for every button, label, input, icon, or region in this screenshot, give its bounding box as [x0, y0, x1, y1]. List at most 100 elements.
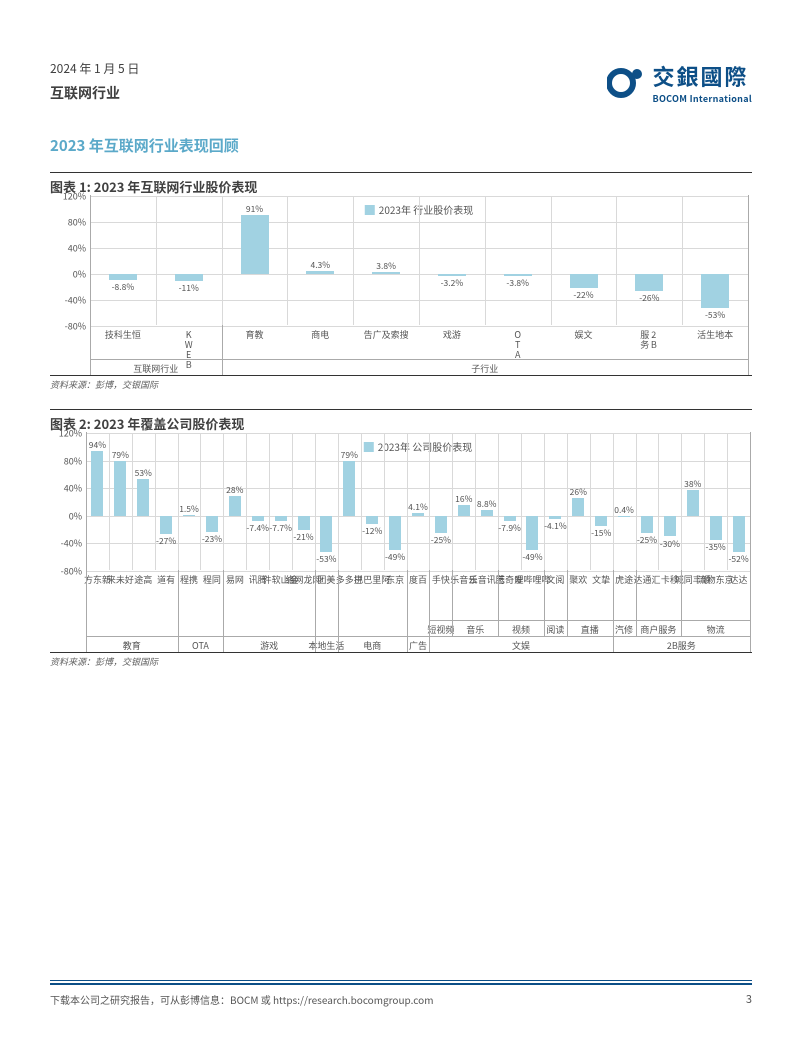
bar-value-label: -7.4%	[246, 522, 269, 534]
subgroup-label: 物流	[707, 623, 725, 636]
category-label: 本地生活	[697, 330, 733, 340]
page-header: 2024 年 1 月 5 日 互联网行业 交銀國際 BOCOM Internat…	[50, 60, 752, 105]
subgroup-label: 阅读	[546, 623, 564, 636]
bocom-icon	[607, 63, 647, 103]
page-number: 3	[746, 991, 752, 1007]
category-label: 恒生科技	[105, 330, 141, 340]
category-label: 网易	[226, 575, 244, 585]
brand-text: 交銀國際 BOCOM International	[653, 60, 752, 105]
bar-value-label: -49%	[385, 551, 405, 563]
bar	[412, 513, 424, 516]
chart1-source: 资料来源：彭博，交银国际	[50, 378, 752, 391]
bar	[229, 496, 241, 515]
category-label: 美团	[317, 575, 335, 585]
industry-label: 互联网行业	[50, 83, 139, 103]
bar	[206, 516, 218, 532]
bar	[710, 516, 722, 540]
group-label: 2B服务	[667, 639, 696, 652]
bar-value-label: 1.5%	[179, 503, 199, 515]
category-label: 教育	[246, 330, 264, 340]
bar	[635, 274, 663, 291]
bar-value-label: -3.2%	[441, 277, 464, 289]
subgroup-label: 音乐	[466, 623, 484, 636]
subgroup-label: 汽修	[615, 623, 633, 636]
group-label: 电商	[363, 639, 381, 652]
category-label: 快手	[432, 575, 450, 585]
bar-value-label: -30%	[660, 538, 680, 550]
bar-value-label: -27%	[156, 535, 176, 547]
bar	[595, 516, 607, 526]
category-label: 文娱	[575, 330, 593, 340]
bar-value-label: 16%	[455, 493, 472, 505]
bar-value-label: 53%	[135, 467, 152, 479]
category-label: 挚文	[592, 575, 610, 585]
logo-cn: 交銀國際	[653, 60, 752, 92]
category-label: 欢聚	[569, 575, 587, 585]
bar-value-label: 79%	[341, 449, 358, 461]
chart1-plot: 2023年 行业股价表现 -80%-40%0%40%80%120%-8.8%恒生…	[90, 196, 748, 325]
bar-value-label: -3.8%	[506, 277, 529, 289]
bar-value-label: 8.8%	[477, 498, 497, 510]
bar-value-label: -7.7%	[269, 522, 292, 534]
group-label: 互联网行业	[133, 362, 178, 375]
y-axis-tick: -40%	[65, 294, 90, 307]
category-label: 好未来	[107, 575, 134, 585]
category-label: 京东	[386, 575, 404, 585]
category-label: 游戏	[443, 330, 461, 340]
bar	[504, 516, 516, 521]
category-label: 2B服务	[640, 330, 658, 350]
bar	[343, 461, 355, 516]
subgroup-label: 短视频	[427, 623, 454, 636]
chart1-container: 2023年 行业股价表现 -80%-40%0%40%80%120%-8.8%恒生…	[50, 196, 752, 376]
subgroup-label: 视频	[512, 623, 530, 636]
bar-value-label: -53%	[705, 309, 725, 321]
group-label: 文娱	[512, 639, 530, 652]
category-label: 途虎	[615, 575, 633, 585]
bar	[137, 479, 149, 516]
bar	[109, 274, 137, 280]
y-axis-tick: 40%	[64, 482, 86, 495]
bar-value-label: 4.1%	[408, 501, 428, 513]
bar-value-label: 79%	[112, 449, 129, 461]
category-label: 同程	[203, 575, 221, 585]
legend-label: 2023年 公司股价表现	[378, 439, 472, 454]
bar-value-label: -53%	[316, 553, 336, 565]
chart2-subgroup-row: 短视频音乐视频阅读直播汽修商户服务物流	[86, 620, 750, 636]
category-label: 百度	[409, 575, 427, 585]
bar	[733, 516, 745, 552]
bar	[438, 274, 466, 276]
chart1-title: 图表 1: 2023 年互联网行业股价表现	[50, 172, 752, 196]
logo-en: BOCOM International	[653, 92, 752, 105]
bar-value-label: -12%	[362, 525, 382, 537]
y-axis-tick: 120%	[63, 190, 90, 203]
subgroup-label: 直播	[581, 623, 599, 636]
bar	[160, 516, 172, 535]
chart2-group-row: 教育OTA游戏本地生活电商广告文娱2B服务	[86, 636, 750, 652]
bar	[114, 461, 126, 516]
bar	[320, 516, 332, 553]
section-heading: 2023 年互联网行业表现回顾	[50, 135, 752, 156]
category-label: 阅文	[546, 575, 564, 585]
bar-value-label: -8.8%	[112, 281, 135, 293]
category-label: OTA	[513, 330, 522, 360]
bar-value-label: -26%	[639, 292, 659, 304]
bar	[298, 516, 310, 530]
footer-text: 下载本公司之研究报告，可从彭博信息：BOCM 或 https://researc…	[50, 992, 433, 1007]
chart1-group-row: 互联网行业 子行业	[90, 359, 748, 375]
bar	[570, 274, 598, 288]
group-label: 子行业	[471, 362, 498, 375]
bar	[504, 274, 532, 276]
bar-value-label: -15%	[591, 527, 611, 539]
bar-value-label: 3.8%	[376, 260, 396, 272]
bar-value-label: 38%	[684, 478, 701, 490]
group-label: 本地生活	[308, 639, 344, 652]
bar-value-label: 94%	[89, 439, 106, 451]
bar	[175, 274, 203, 281]
bar-value-label: -25%	[431, 534, 451, 546]
category-label: 携程	[180, 575, 198, 585]
chart2-container: 2023年 公司股价表现 -80%-40%0%40%80%120%94%新东方7…	[50, 433, 752, 653]
category-label: 搜索及广告	[364, 330, 409, 340]
category-label: 电商	[311, 330, 329, 340]
legend-swatch	[364, 442, 374, 452]
bar	[366, 516, 378, 524]
